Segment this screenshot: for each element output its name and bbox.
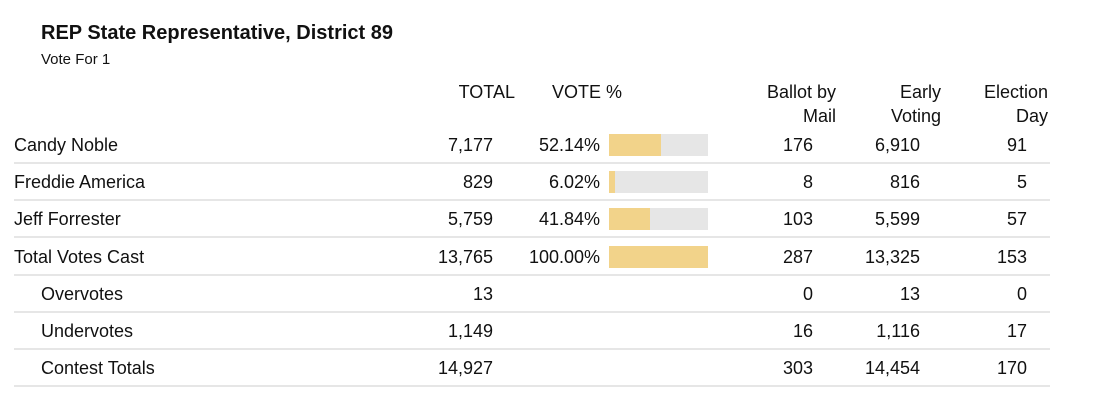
row-name: Overvotes [41, 283, 124, 304]
vote-bar [609, 245, 708, 268]
row-separator [14, 348, 1050, 350]
row-name: Total Votes Cast [14, 246, 145, 267]
cell-mail: 303 [782, 358, 813, 379]
cell-mail: 103 [782, 209, 813, 230]
vote-bar [609, 208, 651, 231]
row-name: Contest Totals [41, 358, 155, 379]
cell-mail: 0 [802, 283, 813, 304]
cell-vote-pct: 41.84% [538, 209, 600, 230]
cell-day: 0 [1016, 283, 1027, 304]
cell-early: 13,325 [864, 246, 920, 267]
cell-early: 1,116 [876, 321, 920, 341]
cell-early: 13 [899, 283, 920, 304]
cell-vote-pct: 6.02% [548, 172, 600, 193]
cell-total: 14,927 [437, 358, 493, 379]
cell-early: 816 [889, 172, 920, 193]
column-header: TOTAL [458, 82, 515, 102]
cell-day: 17 [1006, 321, 1027, 341]
cell-mail: 176 [782, 135, 813, 155]
cell-mail: 16 [792, 321, 813, 341]
cell-early: 6,910 [874, 135, 920, 155]
cell-day: 5 [1016, 172, 1027, 193]
row-name: Undervotes [41, 321, 134, 341]
row-separator [14, 199, 1050, 202]
row-name: Freddie America [14, 172, 146, 193]
cell-total: 13 [472, 283, 493, 304]
row-separator [14, 310, 1050, 313]
cell-mail: 8 [802, 172, 813, 193]
vote-bar [609, 171, 615, 194]
cell-vote-pct: 52.14% [538, 135, 600, 155]
row-name: Candy Noble [14, 135, 119, 155]
subtitle: Vote For 1 [41, 51, 111, 68]
row-name: Jeff Forrester [14, 209, 121, 230]
row-separator [14, 236, 1050, 239]
cell-total: 1,149 [447, 321, 493, 341]
cell-day: 153 [996, 246, 1027, 267]
column-header: Early [899, 82, 941, 102]
column-header: VOTE % [551, 82, 622, 102]
column-header: Mail [802, 106, 836, 126]
vote-bar [609, 134, 661, 156]
cell-total: 7,177 [447, 135, 493, 155]
cell-vote-pct: 100.00% [528, 246, 600, 267]
bar-track [609, 171, 708, 194]
cell-early: 5,599 [874, 209, 920, 230]
cell-early: 14,454 [864, 358, 920, 379]
column-header: Election [983, 82, 1048, 102]
row-separator [14, 162, 1050, 164]
column-header: Ballot by [766, 82, 836, 102]
column-header: Day [1015, 106, 1048, 126]
row-separator [14, 385, 1050, 388]
cell-day: 170 [996, 358, 1027, 379]
cell-mail: 287 [782, 246, 813, 267]
cell-total: 829 [462, 172, 493, 193]
cell-total: 5,759 [447, 209, 493, 230]
row-separator [14, 273, 1050, 276]
cell-total: 13,765 [437, 246, 493, 267]
title: REP State Representative, District 89 [41, 22, 394, 44]
cell-day: 91 [1006, 135, 1027, 155]
column-header: Voting [890, 106, 941, 126]
cell-day: 57 [1006, 209, 1027, 230]
